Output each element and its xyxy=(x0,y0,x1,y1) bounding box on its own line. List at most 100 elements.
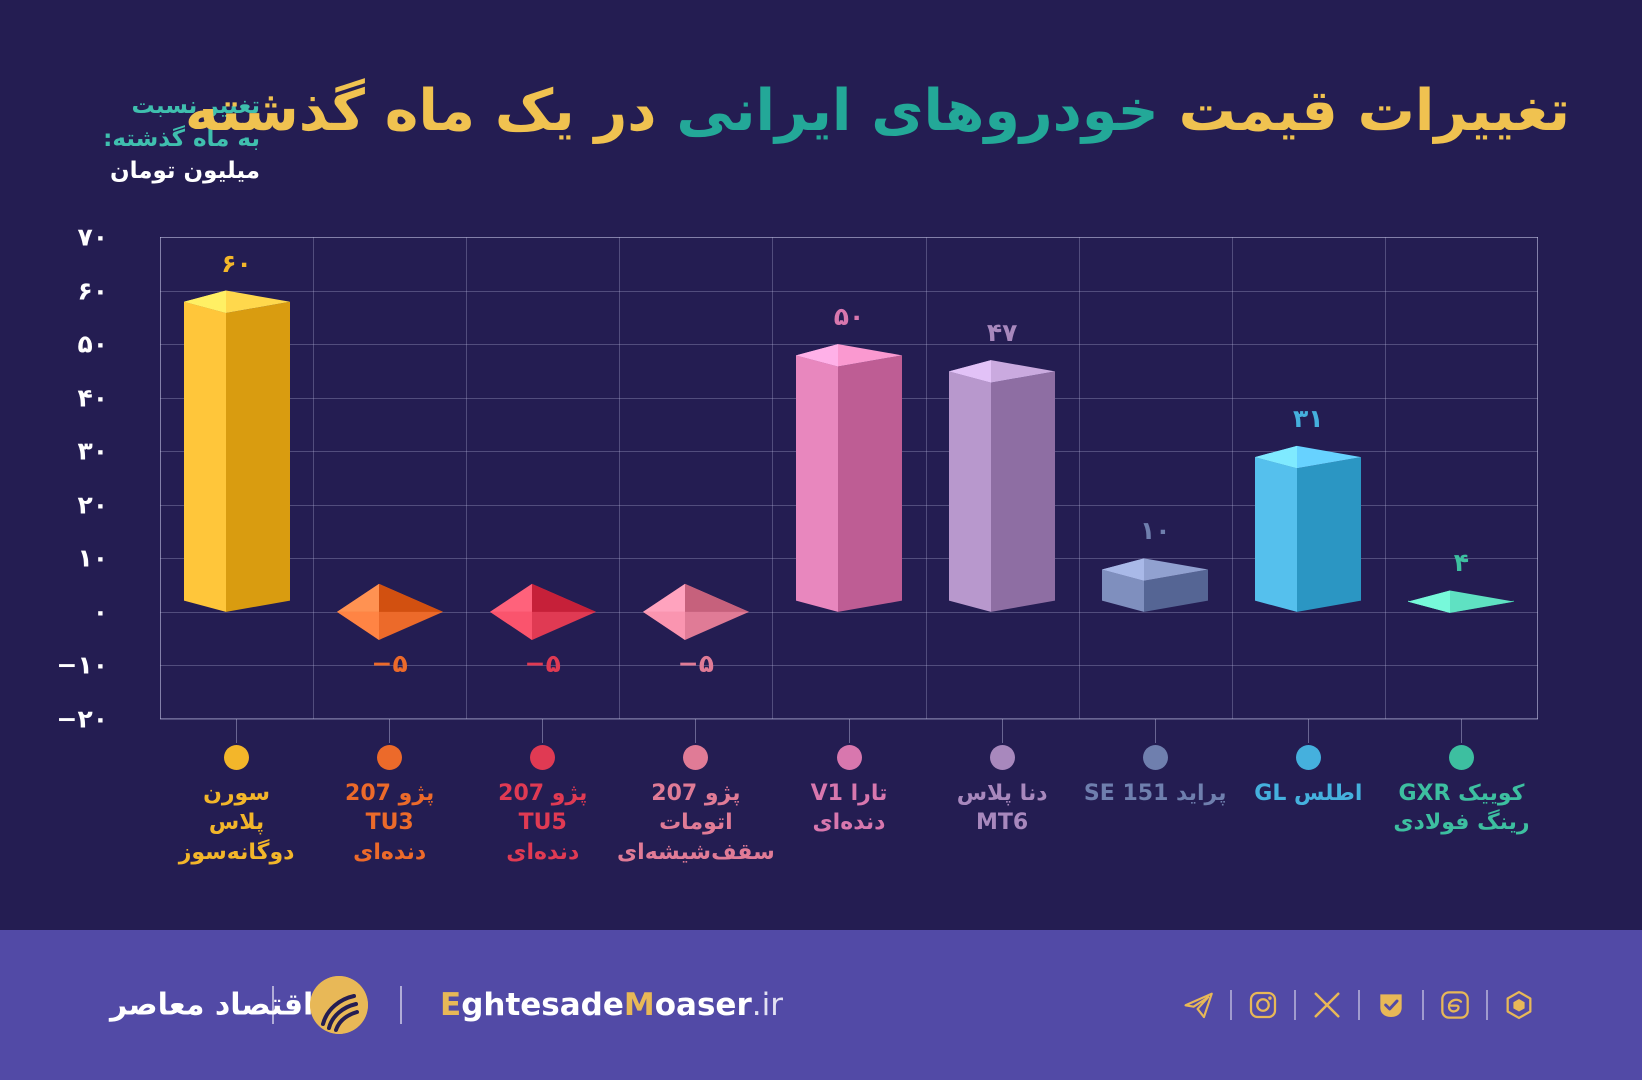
bar-3d-shape xyxy=(183,237,290,719)
x-axis-category[interactable]: پژو 207 اتومات سقف‌شیشه‌ای xyxy=(601,719,791,867)
brand-en-tld: .ir xyxy=(751,987,783,1023)
category-dot xyxy=(1142,745,1168,770)
bar-negative-marker-right xyxy=(531,583,596,612)
bar-face-right xyxy=(837,355,902,612)
grid-line-horizontal xyxy=(160,719,1538,720)
eitaa-icon[interactable] xyxy=(1432,989,1478,1021)
brand-en-ghtesade: ghtesade xyxy=(461,987,624,1023)
bar-column[interactable]: ۵۰ xyxy=(772,237,925,719)
bar-column[interactable]: ۴۷ xyxy=(926,237,1079,719)
category-label: پراید SE 151 xyxy=(1060,779,1250,808)
category-stem xyxy=(389,719,391,743)
x-axis-category[interactable]: کوییک GXR رینگ فولادی xyxy=(1366,719,1556,838)
category-stem xyxy=(1154,719,1156,743)
bar-3d-shape xyxy=(1102,237,1209,719)
brand-website[interactable]: EghtesadeMoaser.ir xyxy=(440,987,783,1023)
bar-column[interactable]: ۱۰ xyxy=(1079,237,1232,719)
category-dot xyxy=(377,745,403,770)
social-divider xyxy=(1230,990,1232,1020)
bar-face-left xyxy=(1255,457,1298,612)
bar-value-label: ۶۰ xyxy=(221,248,252,278)
y-axis-tick-label: ۴۰ xyxy=(77,383,108,413)
bar-column[interactable]: ۳۱ xyxy=(1232,237,1385,719)
x-axis-category[interactable]: سورن پلاس دوگانه‌سوز xyxy=(142,719,332,867)
x-axis-category[interactable]: دنا پلاس MT6 xyxy=(907,719,1097,838)
bar-column[interactable]: ۴ xyxy=(1385,237,1538,719)
social-divider xyxy=(1294,990,1296,1020)
bar-column[interactable]: −۵ xyxy=(466,237,619,719)
category-label: کوییک GXR رینگ فولادی xyxy=(1366,779,1556,838)
social-divider xyxy=(1358,990,1360,1020)
bar-value-label: ۳۱ xyxy=(1293,403,1324,433)
instagram-icon[interactable] xyxy=(1240,989,1286,1021)
x-axis-category[interactable]: تارا V1 دنده‌ای xyxy=(754,719,944,838)
hexagon-icon[interactable] xyxy=(1496,989,1542,1021)
x-axis-category[interactable]: پژو 207 TU5 دنده‌ای xyxy=(448,719,638,867)
bar-column[interactable]: −۵ xyxy=(313,237,466,719)
category-label-line: اتومات xyxy=(659,810,733,836)
brand-en-m: M xyxy=(623,987,655,1023)
bar-face-top-highlight xyxy=(1102,558,1145,581)
bar-face-right xyxy=(225,301,290,612)
title-segment-gold-2: در یک ماه گذشته xyxy=(184,78,658,144)
bar-column[interactable]: ۶۰ xyxy=(160,237,313,719)
bar-face-right xyxy=(991,371,1056,612)
grid-line-vertical xyxy=(619,237,621,719)
page-title: تغییرات قیمت خودروهای ایرانی در یک ماه گ… xyxy=(184,78,1571,144)
bar-face-top-highlight xyxy=(795,344,838,367)
category-label: اطلس GL xyxy=(1213,779,1403,808)
social-divider xyxy=(1422,990,1424,1020)
category-label-line: پلاس xyxy=(208,810,265,836)
bar-negative-marker-bottom-left xyxy=(642,611,685,640)
bar-face-left xyxy=(1102,569,1145,612)
category-label-line: دنده‌ای xyxy=(353,839,427,865)
category-stem xyxy=(1307,719,1309,743)
y-axis-tick-label: ۵۰ xyxy=(77,329,108,359)
x-axis-category[interactable]: اطلس GL xyxy=(1213,719,1403,808)
category-label-line: MT6 xyxy=(976,810,1029,836)
y-axis-tick-label: −۱۰ xyxy=(56,650,108,680)
bar-3d-shape xyxy=(336,237,443,719)
bar-face-top-highlight xyxy=(1255,445,1298,469)
category-label-line: دوگانه‌سوز xyxy=(178,839,295,865)
footer: اقتصاد معاصر EghtesadeMoaser.ir xyxy=(0,930,1642,1080)
axis-border xyxy=(160,237,1538,238)
category-label-line: دنده‌ای xyxy=(812,810,886,836)
category-dot xyxy=(1448,745,1474,770)
axis-border xyxy=(160,237,161,719)
category-label-line: پژو 207 xyxy=(498,781,588,806)
bar-column[interactable]: −۵ xyxy=(619,237,772,719)
bar-3d-shape xyxy=(1408,237,1515,719)
social-links xyxy=(1176,988,1542,1022)
x-axis-category[interactable]: پراید SE 151 xyxy=(1060,719,1250,808)
bar-face-right xyxy=(1297,457,1362,612)
y-axis-tick-label: ۳۰ xyxy=(77,436,108,466)
x-icon[interactable] xyxy=(1304,990,1350,1020)
axis-border xyxy=(160,718,1538,719)
subtitle-line-3: میلیون تومان xyxy=(109,158,260,185)
telegram-icon[interactable] xyxy=(1176,988,1222,1022)
bar-negative-marker-right xyxy=(684,583,749,612)
category-label-line: رینگ فولادی xyxy=(1393,810,1530,836)
brand-name-fa: اقتصاد معاصر xyxy=(110,987,314,1023)
axis-border xyxy=(1537,237,1538,719)
bale-icon[interactable] xyxy=(1368,989,1414,1021)
category-label-line: پراید SE 151 xyxy=(1083,781,1227,806)
bars-layer: ۶۰ −۵ −۵ −۵ ۵۰ ۴۷ ۱۰ ۳۱ ۴ xyxy=(160,237,1538,719)
grid-line-vertical xyxy=(313,237,315,719)
category-label-line: دنا پلاس xyxy=(956,781,1048,806)
bar-face-left xyxy=(183,301,226,612)
category-dot xyxy=(224,745,250,770)
grid-line-vertical xyxy=(160,237,161,719)
grid-line-vertical xyxy=(1537,237,1538,719)
x-axis-category[interactable]: پژو 207 TU3 دنده‌ای xyxy=(295,719,485,867)
bar-negative-marker-bottom-left xyxy=(489,611,532,640)
category-label: پژو 207 TU3 دنده‌ای xyxy=(295,779,485,867)
bar-3d-shape xyxy=(489,237,596,719)
grid-line-vertical xyxy=(772,237,774,719)
category-label-line: سورن xyxy=(203,781,270,806)
bar-negative-marker-right xyxy=(378,583,443,612)
bar-negative-marker-left xyxy=(336,583,379,612)
bar-negative-marker-left xyxy=(489,583,532,612)
category-label-line: تارا V1 xyxy=(810,781,888,806)
